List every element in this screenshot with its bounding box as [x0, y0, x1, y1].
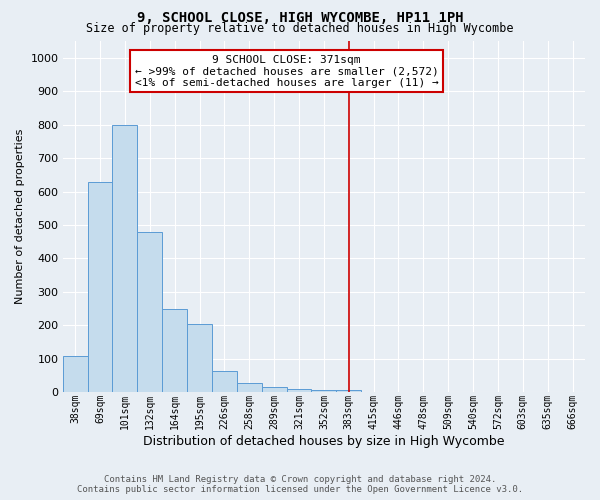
Bar: [212, 371, 237, 392]
Text: 9 SCHOOL CLOSE: 371sqm
← >99% of detached houses are smaller (2,572)
<1% of semi: 9 SCHOOL CLOSE: 371sqm ← >99% of detache…: [134, 54, 439, 88]
Bar: [187, 324, 212, 392]
Bar: [237, 384, 262, 392]
Bar: [262, 386, 287, 392]
Text: Size of property relative to detached houses in High Wycombe: Size of property relative to detached ho…: [86, 22, 514, 35]
Bar: [112, 124, 137, 392]
Bar: [63, 356, 88, 393]
Text: Contains HM Land Registry data © Crown copyright and database right 2024.
Contai: Contains HM Land Registry data © Crown c…: [77, 474, 523, 494]
Bar: [137, 232, 162, 392]
Bar: [311, 390, 336, 392]
Bar: [88, 182, 112, 392]
X-axis label: Distribution of detached houses by size in High Wycombe: Distribution of detached houses by size …: [143, 434, 505, 448]
Bar: [287, 389, 311, 392]
Bar: [162, 308, 187, 392]
Text: 9, SCHOOL CLOSE, HIGH WYCOMBE, HP11 1PH: 9, SCHOOL CLOSE, HIGH WYCOMBE, HP11 1PH: [137, 11, 463, 25]
Y-axis label: Number of detached properties: Number of detached properties: [15, 129, 25, 304]
Bar: [336, 390, 361, 392]
